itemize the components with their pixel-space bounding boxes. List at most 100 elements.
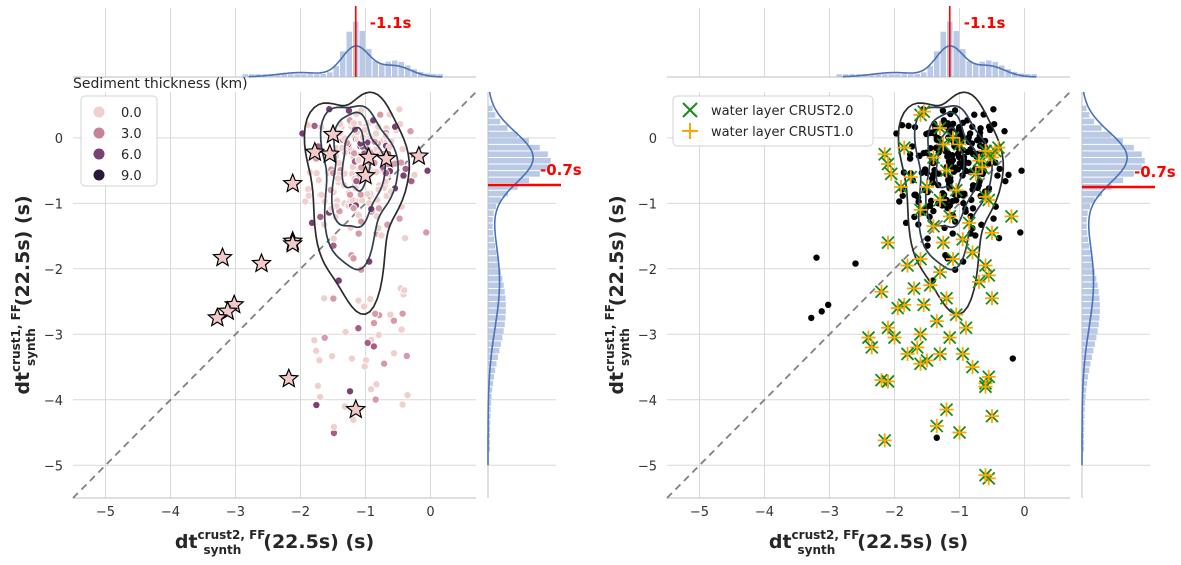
right-hist-bar xyxy=(488,360,497,367)
data-point xyxy=(389,316,398,325)
data-point xyxy=(401,164,410,173)
top-hist-bar xyxy=(934,51,940,77)
data-point xyxy=(398,145,407,154)
x-tick-label: 0 xyxy=(426,505,434,520)
right-hist-bar xyxy=(1082,203,1091,210)
data-point xyxy=(334,174,343,183)
kde-contour-line xyxy=(330,111,387,229)
data-point xyxy=(329,422,338,431)
data-point xyxy=(395,105,404,114)
data-point xyxy=(372,168,381,177)
data-point xyxy=(377,231,386,240)
data-point xyxy=(369,342,378,351)
data-point xyxy=(386,310,395,319)
right-hist-bar xyxy=(488,433,491,439)
top-hist-bar xyxy=(927,66,933,77)
x-tick-label: −1 xyxy=(950,505,969,520)
right-hist-bar xyxy=(1082,256,1092,262)
right-hist-bar xyxy=(488,256,498,262)
data-point xyxy=(410,170,419,179)
top-hist-bar xyxy=(314,74,320,77)
data-point xyxy=(341,327,350,336)
right-hist-bar xyxy=(488,439,491,446)
one-to-one-reference-line xyxy=(666,91,1071,499)
legend: Sediment thickness (km) 0.0 3.0 6.0 9.0 xyxy=(73,76,248,187)
data-point xyxy=(320,294,329,303)
legend-label: water layer CRUST1.0 xyxy=(711,125,853,140)
top-hist-bar xyxy=(1025,73,1031,77)
data-point xyxy=(329,234,338,243)
star-point xyxy=(282,172,304,193)
top-hist-bar xyxy=(992,61,998,77)
data-point xyxy=(965,159,972,167)
top-hist-bar xyxy=(843,74,849,77)
top-hist-bar xyxy=(437,74,443,77)
data-point xyxy=(1002,177,1009,185)
right-hist-bar xyxy=(1082,105,1087,112)
right-hist-bar xyxy=(1082,262,1094,269)
legend-swatch xyxy=(93,148,105,160)
x-axis-label: dtcrust2, FF synth (22.5s) (s) xyxy=(175,528,374,557)
y-tick-label: −3 xyxy=(44,328,63,343)
kde-contour-line xyxy=(319,104,399,271)
data-point xyxy=(1018,167,1025,174)
star-point xyxy=(322,123,344,144)
right-hist-bar xyxy=(1082,269,1095,275)
right-jointplot: −5 −4 −3 −2 −1 0 −5 −4 −3 −2 −1 0 -1.1s -0.7s water la… xyxy=(603,6,1176,557)
right-kde-curve xyxy=(487,91,534,466)
right-hist-bar xyxy=(1082,112,1090,118)
top-hist-bar xyxy=(411,69,417,77)
right-hist-bar xyxy=(1082,171,1134,177)
right-hist-bar xyxy=(488,288,505,295)
top-marginal-histogram: -1.1s xyxy=(242,6,443,78)
right-kde-curve xyxy=(1081,91,1128,466)
top-hist-bar xyxy=(914,73,920,77)
top-hist-bar xyxy=(901,74,907,77)
top-hist-bar xyxy=(1031,74,1037,77)
data-point xyxy=(347,354,356,363)
data-point xyxy=(1005,171,1012,179)
top-hist-bar xyxy=(999,65,1005,77)
x-tick-label: 0 xyxy=(1020,505,1028,520)
right-hist-bar xyxy=(1082,367,1090,374)
data-point xyxy=(372,129,381,138)
legend-swatch xyxy=(93,106,105,118)
data-point xyxy=(301,197,310,206)
right-median-annotation: -0.7s xyxy=(540,161,582,179)
data-point xyxy=(390,349,399,358)
right-hist-bar xyxy=(488,374,495,380)
data-point xyxy=(403,391,412,400)
star-point xyxy=(375,147,397,168)
data-point xyxy=(958,190,965,198)
data-point xyxy=(328,352,337,361)
right-hist-bar xyxy=(1082,393,1086,400)
data-point xyxy=(317,190,326,199)
data-point xyxy=(360,362,369,371)
data-point xyxy=(363,338,372,347)
x-tick-label: −2 xyxy=(885,505,904,520)
right-hist-bar xyxy=(1082,321,1099,328)
data-point xyxy=(899,192,906,199)
data-point xyxy=(363,189,372,198)
star-point xyxy=(319,143,341,164)
right-hist-bar xyxy=(488,190,508,197)
legend-label: water layer CRUST2.0 xyxy=(711,104,853,119)
data-point xyxy=(905,122,912,130)
y-tick-label: 0 xyxy=(55,132,63,147)
top-hist-bar xyxy=(953,30,959,77)
right-hist-bar xyxy=(1082,354,1092,360)
data-point xyxy=(381,169,390,178)
y-tick-label: −1 xyxy=(638,197,657,212)
right-hist-bar xyxy=(488,203,497,210)
right-hist-bar xyxy=(1082,347,1094,354)
kde-contour-line xyxy=(897,91,1005,316)
x-tick-label: −5 xyxy=(96,505,115,520)
right-hist-bar xyxy=(488,249,497,256)
data-point xyxy=(367,385,376,394)
right-hist-bar xyxy=(1082,334,1097,341)
data-point xyxy=(354,324,363,333)
y-axis-label: dtcrust1, FFsynth(22.5s) (s) xyxy=(603,195,632,394)
y-tick-label: −1 xyxy=(44,197,63,212)
right-hist-bar xyxy=(1082,302,1100,308)
outlier-point xyxy=(825,301,832,309)
